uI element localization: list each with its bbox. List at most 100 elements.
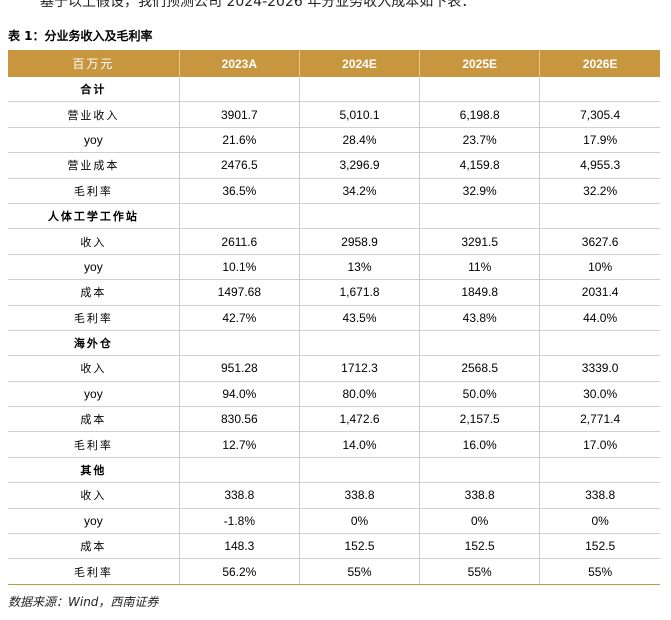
value-cell: 0% <box>539 508 660 535</box>
value-cell: 94.0% <box>179 381 300 408</box>
table-row: 成本 148.3 152.5 152.5 152.5 <box>8 533 660 560</box>
table-row: yoy -1.8% 0% 0% 0% <box>8 508 660 535</box>
value-cell: 80.0% <box>299 381 421 408</box>
value-cell: 55% <box>419 558 541 585</box>
value-cell: 1,671.8 <box>299 279 421 306</box>
value-cell: 0% <box>419 508 541 535</box>
row-label: yoy <box>8 508 180 535</box>
section-label: 合计 <box>8 77 180 103</box>
value-cell: 2958.9 <box>299 228 421 255</box>
intro-text: 基于以上假设，我们预测公司 2024-2026 年分业务收入成本如下表： <box>40 0 476 10</box>
value-cell: 2568.5 <box>419 355 541 382</box>
section-label: 其他 <box>8 457 180 484</box>
value-cell: 43.8% <box>419 305 541 331</box>
section-row: 其他 <box>8 457 660 484</box>
value-cell: 152.5 <box>299 533 421 560</box>
value-cell: 2,771.4 <box>539 406 660 433</box>
value-cell: 338.8 <box>419 482 541 509</box>
value-cell <box>179 203 300 230</box>
value-cell: 16.0% <box>419 431 541 458</box>
value-cell <box>419 77 541 103</box>
value-cell: 1497.68 <box>179 279 300 306</box>
value-cell: 43.5% <box>299 305 421 331</box>
table-row: 收入 951.28 1712.3 2568.5 3339.0 <box>8 355 660 382</box>
value-cell: 7,305.4 <box>539 101 660 128</box>
value-cell: 338.8 <box>299 482 421 509</box>
row-label: 营业收入 <box>8 101 180 128</box>
table-row: 营业成本 2476.5 3,296.9 4,159.8 4,955.3 <box>8 152 660 179</box>
value-cell: 42.7% <box>179 305 300 331</box>
value-cell: 12.7% <box>179 431 300 458</box>
value-cell: 14.0% <box>299 431 421 458</box>
row-label: 营业成本 <box>8 152 180 179</box>
table-row: 收入 338.8 338.8 338.8 338.8 <box>8 482 660 509</box>
value-cell <box>299 330 421 357</box>
table-row: 毛利率 56.2% 55% 55% 55% <box>8 558 660 585</box>
header-unit: 百万元 <box>8 50 180 77</box>
value-cell: 28.4% <box>299 127 421 154</box>
row-label: 毛利率 <box>8 431 180 458</box>
value-cell: 3339.0 <box>539 355 660 382</box>
value-cell: 55% <box>539 558 660 585</box>
value-cell: 951.28 <box>179 355 300 382</box>
value-cell: 23.7% <box>419 127 541 154</box>
value-cell: 830.56 <box>179 406 300 433</box>
table-row: 收入 2611.6 2958.9 3291.5 3627.6 <box>8 228 660 255</box>
value-cell: 338.8 <box>179 482 300 509</box>
table-caption: 表 1：分业务收入及毛利率 <box>8 29 153 43</box>
value-cell: 152.5 <box>539 533 660 560</box>
value-cell: 32.9% <box>419 178 541 204</box>
value-cell: -1.8% <box>179 508 300 535</box>
value-cell <box>299 203 421 230</box>
row-label: 毛利率 <box>8 178 180 204</box>
table-body: 合计 营业收入 3901.7 5,010.1 6,198.8 7,305.4 yoy 21.6… <box>8 77 660 585</box>
value-cell: 55% <box>299 558 421 585</box>
row-label: yoy <box>8 381 180 408</box>
table-row: 营业收入 3901.7 5,010.1 6,198.8 7,305.4 <box>8 101 660 128</box>
value-cell: 2031.4 <box>539 279 660 306</box>
value-cell: 3,296.9 <box>299 152 421 179</box>
row-label: 成本 <box>8 279 180 306</box>
value-cell: 21.6% <box>179 127 300 154</box>
value-cell: 1,472.6 <box>299 406 421 433</box>
header-2025e: 2025E <box>419 50 541 77</box>
value-cell: 1712.3 <box>299 355 421 382</box>
value-cell: 36.5% <box>179 178 300 204</box>
value-cell: 34.2% <box>299 178 421 204</box>
value-cell: 17.0% <box>539 431 660 458</box>
value-cell: 50.0% <box>419 381 541 408</box>
table-header-row: 百万元 2023A 2024E 2025E 2026E <box>8 50 660 77</box>
value-cell: 2,157.5 <box>419 406 541 433</box>
section-label: 海外仓 <box>8 330 180 357</box>
row-label: 毛利率 <box>8 305 180 331</box>
value-cell: 3901.7 <box>179 101 300 128</box>
section-row: 海外仓 <box>8 330 660 357</box>
value-cell: 10% <box>539 254 660 281</box>
row-label: yoy <box>8 254 180 281</box>
row-label: 成本 <box>8 533 180 560</box>
table-row: 毛利率 42.7% 43.5% 43.8% 44.0% <box>8 305 660 331</box>
table-row: yoy 94.0% 80.0% 50.0% 30.0% <box>8 381 660 408</box>
table-row: 成本 830.56 1,472.6 2,157.5 2,771.4 <box>8 406 660 433</box>
row-label: 收入 <box>8 228 180 255</box>
value-cell: 2611.6 <box>179 228 300 255</box>
value-cell: 3627.6 <box>539 228 660 255</box>
value-cell: 152.5 <box>419 533 541 560</box>
value-cell <box>179 330 300 357</box>
row-label: 成本 <box>8 406 180 433</box>
table-row: 成本 1497.68 1,671.8 1849.8 2031.4 <box>8 279 660 306</box>
value-cell: 338.8 <box>539 482 660 509</box>
value-cell: 44.0% <box>539 305 660 331</box>
value-cell: 1849.8 <box>419 279 541 306</box>
value-cell: 17.9% <box>539 127 660 154</box>
section-label: 人体工学工作站 <box>8 203 180 230</box>
value-cell: 0% <box>299 508 421 535</box>
value-cell: 5,010.1 <box>299 101 421 128</box>
row-label: 收入 <box>8 482 180 509</box>
value-cell: 148.3 <box>179 533 300 560</box>
table-row: yoy 21.6% 28.4% 23.7% 17.9% <box>8 127 660 154</box>
business-revenue-table: 百万元 2023A 2024E 2025E 2026E 合计 营业收入 3901.7… <box>8 50 660 585</box>
value-cell: 32.2% <box>539 178 660 204</box>
source-note: 数据来源：Wind，西南证券 <box>8 595 159 609</box>
section-row: 合计 <box>8 77 660 103</box>
